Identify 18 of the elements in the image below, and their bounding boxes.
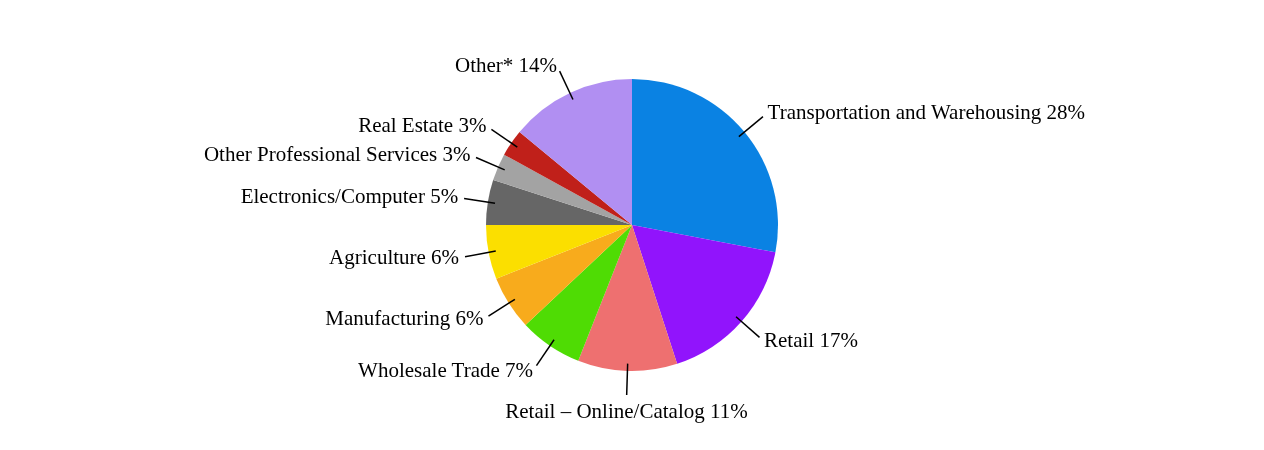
slice-label: Retail 17%: [764, 328, 858, 353]
pie-slice: [578, 225, 678, 371]
slice-label: Retail – Online/Catalog 11%: [505, 398, 748, 423]
pie-slice: [486, 225, 632, 279]
pie-slice: [486, 179, 632, 225]
pie-slice: [493, 154, 632, 225]
pie-slice: [525, 225, 632, 361]
slice-label: Agriculture 6%: [329, 244, 460, 269]
slice-label: Wholesale Trade 7%: [358, 357, 534, 382]
slice-label: Electronics/Computer 5%: [240, 184, 459, 209]
slice-label: Transportation and Warehousing 28%: [767, 99, 1085, 124]
pie-slice: [504, 131, 632, 225]
pie-slice: [519, 79, 632, 225]
slice-label: Other* 14%: [455, 52, 558, 77]
pie-slice: [496, 225, 632, 325]
slice-label: Manufacturing 6%: [325, 306, 484, 331]
slice-label: Other Professional Services 3%: [203, 142, 471, 167]
slice-label: Real Estate 3%: [358, 113, 487, 138]
